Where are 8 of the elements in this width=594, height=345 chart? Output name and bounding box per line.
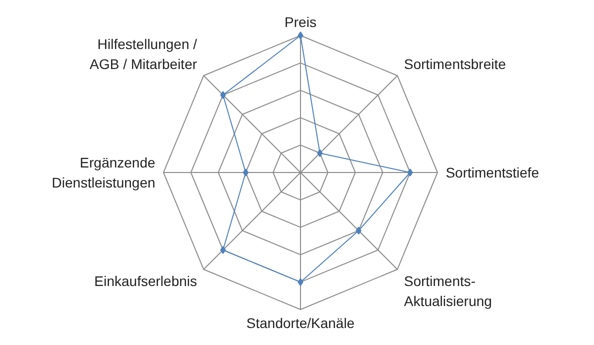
spoke-label: Sortiments- Aktualisierung (404, 273, 492, 310)
spoke-label: Hilfestellungen / AGB / Mitarbeiter (90, 36, 198, 72)
spoke-label: Standorte/Kanäle (246, 314, 355, 331)
spoke-label: Sortimentstiefe (446, 164, 540, 180)
spoke-label: Sortimentsbreite (404, 56, 506, 72)
spoke-label: Preis (284, 14, 316, 30)
spoke-label: Ergänzende Dienstleistungen (52, 154, 156, 190)
spoke-label: Einkaufserlebnis (94, 273, 198, 290)
